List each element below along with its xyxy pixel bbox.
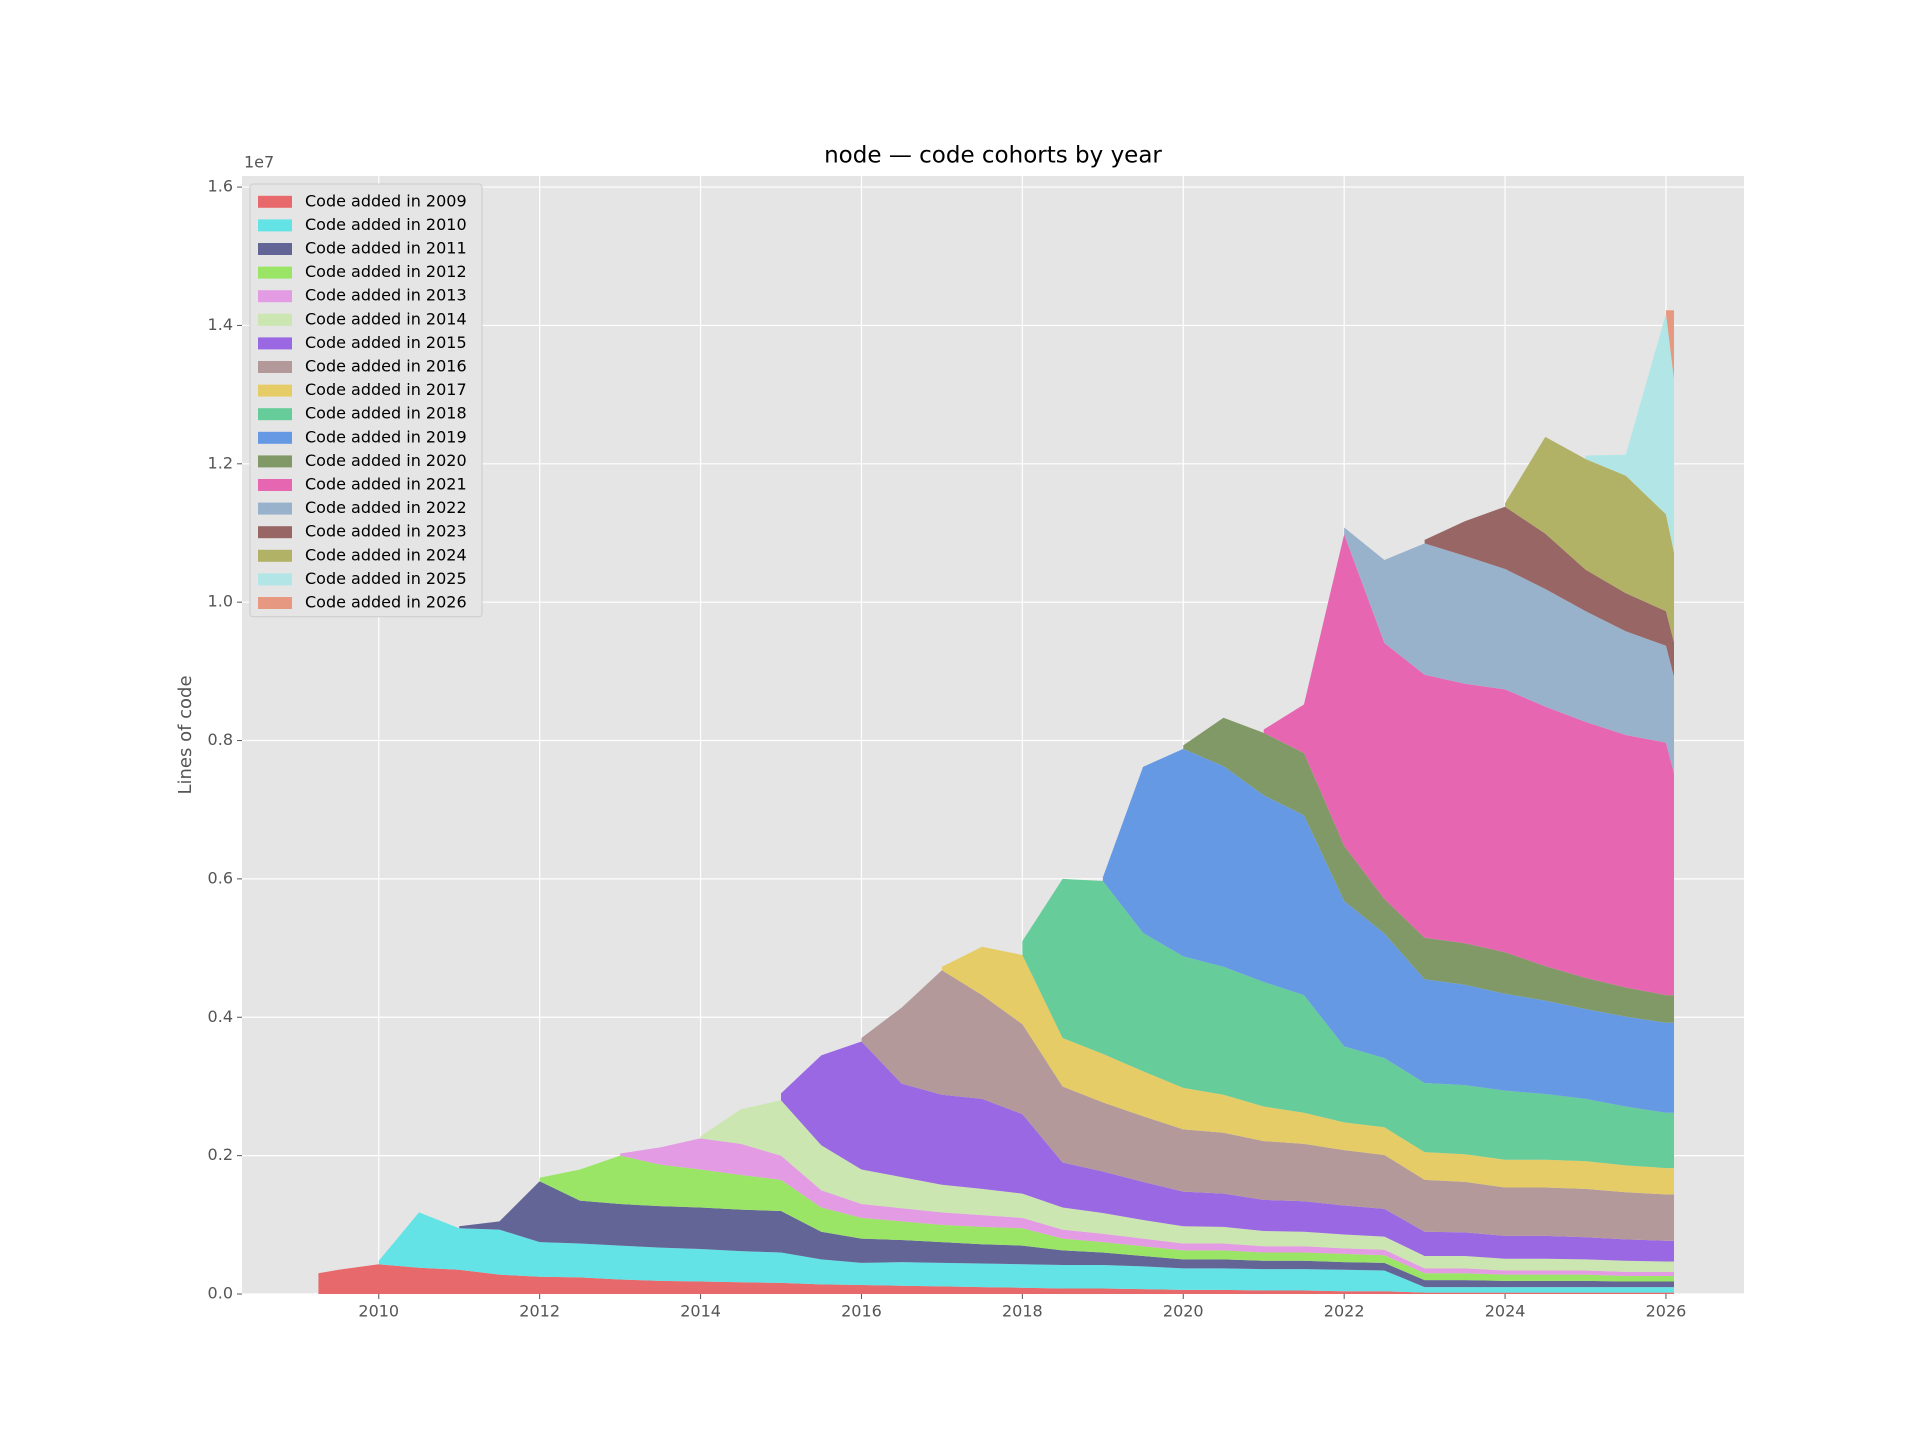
legend-swatch (258, 219, 292, 232)
y-tick-label: 1.4 (208, 315, 233, 334)
x-tick-label: 2026 (1646, 1302, 1687, 1321)
y-tick-label: 1.6 (208, 177, 233, 196)
y-tick-label: 0.8 (208, 730, 233, 749)
x-tick-label: 2016 (841, 1302, 882, 1321)
legend-swatch (258, 337, 292, 350)
y-tick-label: 0.4 (208, 1007, 233, 1026)
area (539, 1155, 1675, 1282)
x-tick-label: 2010 (358, 1302, 399, 1321)
legend-swatch (258, 597, 292, 609)
y-tick-label: 0.0 (208, 1284, 233, 1303)
x-tick-label: 2024 (1485, 1302, 1526, 1321)
area (781, 1041, 1675, 1262)
legend-label: Code added in 2024 (305, 545, 467, 564)
legend-swatch (258, 195, 292, 208)
y-tick-label: 0.6 (208, 868, 233, 887)
y-offset-label: 1e7 (244, 153, 274, 172)
x-tick-label: 2014 (680, 1302, 721, 1321)
legend-label: Code added in 2018 (305, 404, 467, 423)
area (941, 946, 1675, 1195)
legend-label: Code added in 2016 (305, 357, 467, 376)
legend-box (249, 183, 483, 618)
x-tick-label: 2020 (1163, 1302, 1204, 1321)
x-tick-label: 2022 (1324, 1302, 1365, 1321)
y-tick-label: 1.2 (208, 453, 233, 472)
legend-label: Code added in 2011 (305, 239, 467, 258)
legend-swatch (258, 313, 292, 326)
area (1505, 436, 1675, 643)
legend-swatch (258, 526, 292, 539)
legend-label: Code added in 2010 (305, 215, 467, 234)
legend-swatch (258, 361, 292, 373)
area (1022, 878, 1675, 1169)
area (318, 1264, 1675, 1294)
legend-swatch (258, 502, 292, 515)
legend-label: Code added in 2019 (305, 427, 467, 446)
legend-swatch (258, 408, 292, 421)
legend-swatch (258, 573, 292, 586)
legend-swatch (258, 479, 292, 491)
area (378, 1212, 1675, 1293)
chart-title: node — code cohorts by year (824, 143, 1162, 169)
area (620, 1138, 1675, 1277)
area (1424, 506, 1675, 677)
area (1102, 748, 1675, 1113)
legend-swatch (258, 384, 292, 397)
legend-swatch (258, 455, 292, 468)
legend-label: Code added in 2012 (305, 262, 467, 281)
area (1263, 534, 1675, 996)
legend-label: Code added in 2015 (305, 333, 467, 352)
x-tick-label: 2012 (519, 1302, 560, 1321)
legend-swatch (258, 266, 292, 279)
legend-label: Code added in 2009 (305, 191, 467, 210)
legend-label: Code added in 2025 (305, 569, 467, 588)
legend-label: Code added in 2023 (305, 522, 467, 541)
legend-label: Code added in 2026 (305, 593, 467, 612)
x-tick-label: 2018 (1002, 1302, 1043, 1321)
legend-swatch (258, 243, 292, 255)
y-axis-label: Lines of code (175, 675, 196, 794)
area (459, 1181, 1675, 1288)
area (861, 970, 1675, 1241)
legend-label: Code added in 2013 (305, 286, 467, 305)
area (1183, 717, 1675, 1023)
y-tick-label: 0.2 (208, 1145, 233, 1164)
area (700, 1100, 1675, 1272)
legend-label: Code added in 2017 (305, 380, 467, 399)
area (1585, 313, 1675, 553)
legend-swatch (258, 431, 292, 444)
legend-label: Code added in 2014 (305, 309, 467, 328)
legend-label: Code added in 2021 (305, 475, 467, 494)
area (1665, 310, 1675, 380)
legend-label: Code added in 2020 (305, 451, 467, 470)
legend-label: Code added in 2022 (305, 498, 467, 517)
legend-swatch (258, 290, 292, 303)
legend-swatch (258, 549, 292, 562)
y-tick-label: 1.0 (208, 592, 233, 611)
area (1344, 527, 1675, 774)
